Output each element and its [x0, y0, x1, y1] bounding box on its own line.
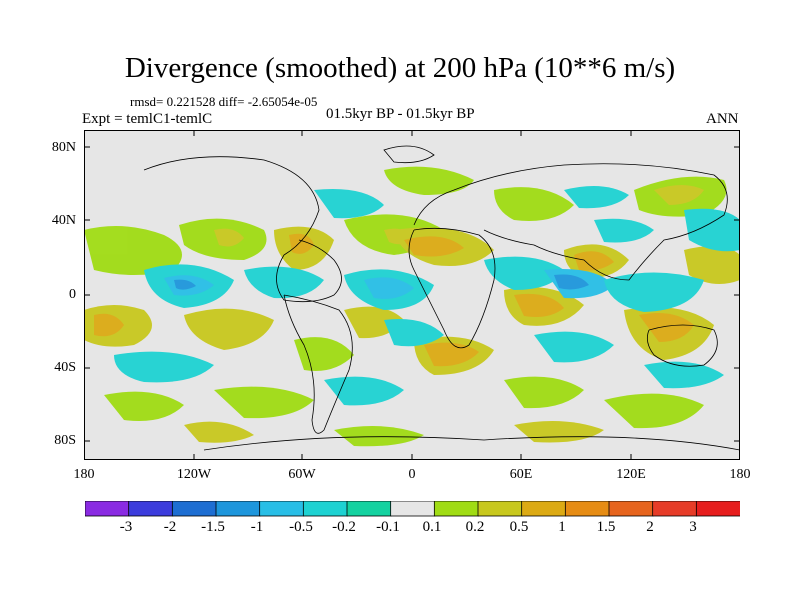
colorbar-label: 1.5 [596, 519, 616, 535]
colorbar-swatch [608, 501, 654, 517]
colorbar-swatch [695, 501, 740, 517]
coastlines [143, 145, 740, 451]
colorbar-swatch [259, 501, 305, 517]
experiment-label: Expt = temlC1-temlC [82, 111, 213, 127]
colorbar-label: -0.5 [289, 519, 313, 535]
season-label: ANN [706, 111, 739, 127]
colorbar [85, 501, 740, 517]
lon-label-60w: 60W [288, 467, 316, 482]
colorbar-label: 1 [558, 519, 566, 535]
lat-label-80n: 80N [51, 140, 76, 155]
lon-label-120w: 120W [176, 467, 212, 482]
colorbar-swatch [477, 501, 523, 517]
colorbar-swatch [85, 501, 130, 517]
divergence-map [84, 130, 740, 460]
tick-marks [84, 130, 740, 460]
north-america-outline [143, 156, 342, 303]
lat-label-40s: 40S [54, 360, 76, 375]
south-america-outline [283, 294, 353, 434]
colorbar-swatch [390, 501, 436, 517]
colorbar-label: -1 [250, 519, 264, 535]
colorbar-swatch [346, 501, 392, 517]
lon-label-180w: 180 [73, 467, 95, 482]
lon-label-120e: 120E [616, 467, 646, 482]
eurasia-outline [413, 163, 728, 281]
antarctica-outline [203, 436, 740, 451]
colorbar-swatch [171, 501, 217, 517]
colorbar-label: -0.2 [332, 519, 356, 535]
lat-label-40n: 40N [51, 213, 76, 228]
africa-outline [408, 227, 496, 349]
australia-outline [646, 324, 718, 367]
colorbar-swatch [128, 501, 174, 517]
colorbar-label: -3 [119, 519, 133, 535]
colorbar-label: -0.1 [376, 519, 400, 535]
colorbar-swatch [302, 501, 348, 517]
lon-label-60e: 60E [509, 467, 533, 482]
lat-label-80s: 80S [54, 433, 76, 448]
stats-label: rmsd= 0.221528 diff= -2.65054e-05 [130, 94, 318, 109]
colorbar-swatch [433, 501, 479, 517]
colorbar-label: -1.5 [201, 519, 225, 535]
colorbar-swatch [215, 501, 261, 517]
period-label: 01.5kyr BP - 01.5kyr BP [326, 106, 475, 122]
colorbar-swatch [652, 501, 698, 517]
greenland-outline [383, 145, 435, 164]
colorbar-swatch [564, 501, 610, 517]
colorbar-label: 2 [646, 519, 654, 535]
lon-label-180e: 180 [729, 467, 751, 482]
colorbar-label: 3 [689, 519, 697, 535]
colorbar-label: 0.1 [422, 519, 442, 535]
divergence-field [84, 166, 740, 447]
colorbar-label: 0.5 [509, 519, 529, 535]
colorbar-label: 0.2 [465, 519, 485, 535]
colorbar-label: -2 [163, 519, 177, 535]
lat-label-eq: 0 [69, 287, 76, 302]
lon-label-0: 0 [408, 467, 416, 482]
chart-title: Divergence (smoothed) at 200 hPa (10**6 … [124, 52, 676, 84]
colorbar-swatch [521, 501, 567, 517]
